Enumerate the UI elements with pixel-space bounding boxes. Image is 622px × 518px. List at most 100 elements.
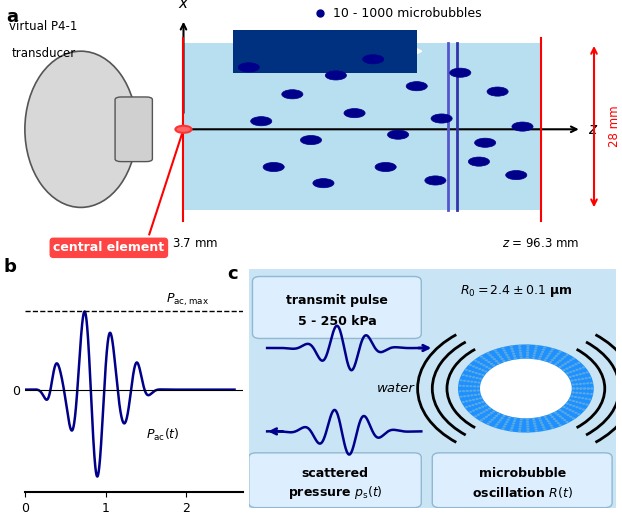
Circle shape xyxy=(465,375,468,377)
Text: central element: central element xyxy=(53,241,164,254)
Circle shape xyxy=(488,408,491,410)
Circle shape xyxy=(572,357,575,359)
Circle shape xyxy=(548,353,551,355)
Circle shape xyxy=(475,377,479,379)
Circle shape xyxy=(551,416,554,418)
Circle shape xyxy=(466,380,470,382)
Circle shape xyxy=(469,364,472,366)
Circle shape xyxy=(511,350,514,352)
Text: $R_0 = 2.4 \pm 0.1$ µm: $R_0 = 2.4 \pm 0.1$ µm xyxy=(460,283,573,299)
Circle shape xyxy=(565,367,569,370)
Circle shape xyxy=(460,396,463,398)
Text: b: b xyxy=(3,258,16,276)
Circle shape xyxy=(575,392,578,394)
Circle shape xyxy=(572,387,575,390)
Circle shape xyxy=(463,395,466,397)
Circle shape xyxy=(512,353,515,355)
Circle shape xyxy=(586,393,590,395)
Circle shape xyxy=(481,406,485,408)
Circle shape xyxy=(485,409,488,411)
Circle shape xyxy=(480,419,483,421)
Circle shape xyxy=(512,422,515,424)
Circle shape xyxy=(475,138,496,147)
Circle shape xyxy=(493,417,496,419)
Circle shape xyxy=(478,373,481,375)
Circle shape xyxy=(479,397,482,399)
Circle shape xyxy=(569,366,572,368)
Circle shape xyxy=(493,358,496,360)
Circle shape xyxy=(494,425,497,427)
Circle shape xyxy=(561,357,564,360)
Circle shape xyxy=(472,399,475,401)
Circle shape xyxy=(501,417,504,419)
Circle shape xyxy=(501,347,504,349)
Circle shape xyxy=(476,361,480,363)
Circle shape xyxy=(478,407,481,409)
Circle shape xyxy=(519,352,522,354)
Circle shape xyxy=(482,418,486,420)
Circle shape xyxy=(478,381,481,384)
Circle shape xyxy=(540,353,543,355)
Circle shape xyxy=(586,382,590,384)
Text: pressure $p_\mathrm{s}(t)$: pressure $p_\mathrm{s}(t)$ xyxy=(287,484,383,501)
Circle shape xyxy=(485,405,488,407)
Text: $z$ = 3.7 mm: $z$ = 3.7 mm xyxy=(149,237,218,250)
Circle shape xyxy=(572,392,575,394)
Circle shape xyxy=(554,363,557,365)
Circle shape xyxy=(514,418,517,420)
Circle shape xyxy=(575,401,578,403)
Circle shape xyxy=(561,417,564,420)
Circle shape xyxy=(526,354,529,356)
Circle shape xyxy=(488,354,492,356)
Circle shape xyxy=(478,393,481,396)
Circle shape xyxy=(486,423,490,425)
Circle shape xyxy=(559,415,562,418)
Circle shape xyxy=(468,399,472,401)
Circle shape xyxy=(509,346,513,348)
Circle shape xyxy=(471,404,475,406)
Circle shape xyxy=(518,345,521,347)
Circle shape xyxy=(504,352,508,354)
Circle shape xyxy=(475,372,478,374)
Circle shape xyxy=(499,356,502,358)
Circle shape xyxy=(506,170,527,180)
Circle shape xyxy=(503,425,506,427)
Circle shape xyxy=(460,379,463,381)
Circle shape xyxy=(475,403,478,405)
Circle shape xyxy=(469,385,473,387)
Text: microbubble: microbubble xyxy=(478,467,566,480)
Circle shape xyxy=(519,421,522,423)
Circle shape xyxy=(462,385,465,387)
Circle shape xyxy=(549,350,553,353)
Circle shape xyxy=(474,394,477,396)
Circle shape xyxy=(526,423,529,425)
Text: 28 mm: 28 mm xyxy=(608,106,621,148)
Circle shape xyxy=(532,421,536,423)
Circle shape xyxy=(510,348,514,350)
Circle shape xyxy=(466,385,469,387)
Circle shape xyxy=(475,398,479,400)
Circle shape xyxy=(481,374,485,376)
Circle shape xyxy=(473,385,476,387)
Circle shape xyxy=(574,396,577,398)
Circle shape xyxy=(561,364,564,366)
Circle shape xyxy=(582,383,586,385)
Circle shape xyxy=(553,418,556,420)
Circle shape xyxy=(465,406,468,408)
Circle shape xyxy=(534,427,537,429)
Text: a: a xyxy=(6,8,18,26)
Circle shape xyxy=(548,422,551,424)
Circle shape xyxy=(487,87,508,96)
Circle shape xyxy=(569,404,572,406)
Circle shape xyxy=(282,90,303,99)
Circle shape xyxy=(490,412,493,414)
Circle shape xyxy=(476,385,480,387)
Circle shape xyxy=(570,395,573,397)
Circle shape xyxy=(526,419,529,421)
Circle shape xyxy=(587,387,590,390)
Circle shape xyxy=(485,370,488,372)
Circle shape xyxy=(562,369,566,371)
Text: $z$ = 96.3 mm: $z$ = 96.3 mm xyxy=(503,237,580,250)
Circle shape xyxy=(572,383,575,385)
Circle shape xyxy=(458,390,462,392)
